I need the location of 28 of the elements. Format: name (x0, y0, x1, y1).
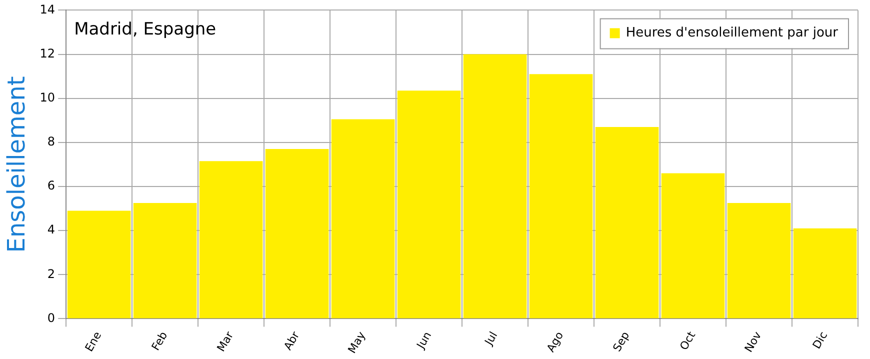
y-tick-label: 10 (40, 90, 56, 104)
x-tick-label: Oct (677, 328, 698, 352)
bar (529, 74, 593, 318)
bar (67, 210, 131, 318)
x-tick-label: Dic (810, 329, 830, 352)
bar (397, 90, 461, 318)
text: Madrid, Espagne (74, 20, 216, 40)
y-axis-title: Ensoleillement (2, 76, 31, 253)
legend-label: Heures d'ensoleillement par jour (626, 26, 839, 41)
x-tick-label: Jun (414, 329, 434, 352)
bar (265, 149, 329, 318)
y-tick-label: 0 (47, 310, 56, 325)
bar (727, 203, 791, 318)
bar (595, 126, 659, 318)
y-tick-label: 6 (47, 178, 56, 193)
y-tick-label: 12 (40, 46, 56, 60)
bar (331, 119, 395, 318)
y-tick-label: 14 (40, 2, 56, 16)
y-tick-label: 2 (47, 266, 56, 281)
bar (661, 173, 725, 318)
bar (199, 161, 263, 318)
bar (793, 228, 857, 318)
y-tick-label: 8 (47, 134, 56, 149)
bar (133, 203, 197, 318)
bar (463, 54, 527, 318)
x-tick-label: Jul (482, 329, 500, 348)
y-tick-label: 4 (47, 222, 56, 237)
x-tick-label: Feb (149, 329, 170, 353)
